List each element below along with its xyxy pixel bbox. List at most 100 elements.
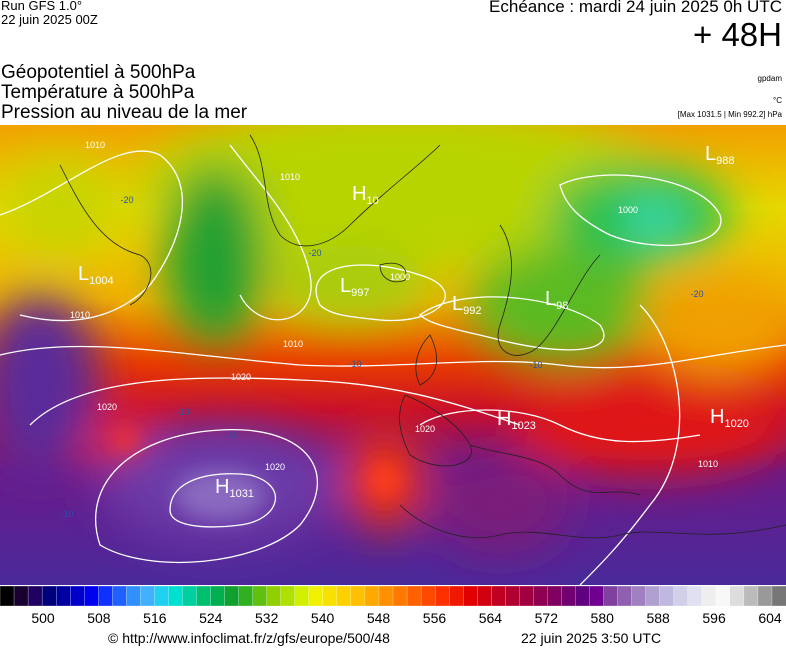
footer-date: 22 juin 2025 3:50 UTC (521, 630, 662, 646)
scale-swatch (631, 586, 647, 607)
scale-swatch (420, 586, 436, 607)
scale-swatch (350, 586, 366, 607)
scale-swatch (463, 586, 478, 607)
color-scale: 500 508 516 524 532 540 548 556 564 572 580 588 596 6… (0, 586, 786, 626)
field-highlights (113, 430, 399, 520)
center-value: 988 (716, 155, 734, 167)
scale-label: 524 (199, 610, 223, 626)
pressure-center: L98 (545, 288, 568, 312)
scale-label: 548 (367, 610, 391, 626)
run-date: 22 juin 2025 00Z (1, 12, 98, 27)
pressure-center: H1020 (710, 406, 749, 430)
contour-label: 1020 (231, 372, 251, 382)
contour-label: 1020 (265, 462, 285, 472)
scale-swatch (196, 586, 211, 607)
contour-label: -10 (529, 360, 542, 370)
scale-swatch (491, 586, 506, 607)
center-letter: L (545, 288, 556, 310)
scale-label: 588 (646, 610, 670, 626)
scale-swatch (210, 586, 226, 607)
contour-label: 1000 (390, 272, 410, 282)
contour-label: -10 (348, 359, 361, 369)
center-letter: H (352, 183, 366, 205)
unit: °C (773, 96, 782, 105)
scale-swatch (98, 586, 113, 607)
pressure-center: H10 (352, 183, 379, 207)
echeance: Echéance : mardi 24 juin 2025 0h UTC (489, 0, 782, 16)
contour-label: 1010 (85, 140, 105, 150)
scale-swatch (701, 586, 717, 607)
scale-swatch (112, 586, 127, 607)
pressure-center: L997 (340, 275, 369, 299)
lead-time: + 48H (693, 16, 782, 53)
center-letter: L (705, 143, 716, 165)
contour-label: 1020 (97, 402, 117, 412)
scale-swatch (729, 586, 745, 607)
scale-swatch (659, 586, 675, 607)
scale-swatch (533, 586, 548, 607)
pressure-center: H1023 (497, 408, 536, 432)
contour-label: -10 (225, 430, 238, 440)
scale-swatch (603, 586, 619, 607)
run: Run GFS 1.0° (1, 0, 83, 13)
scale-label: 564 (479, 610, 503, 626)
center-letter: H (710, 406, 724, 428)
contour-label: 1010 (698, 459, 718, 469)
center-letter: L (452, 293, 463, 315)
scale-swatch (266, 586, 282, 607)
scale-swatch (238, 586, 254, 607)
center-letter: L (340, 275, 351, 297)
scale-swatch (505, 586, 520, 607)
scale-swatch (70, 586, 85, 607)
contour-label: -20 (120, 195, 133, 205)
center-value: 98 (556, 300, 568, 312)
scale-label: 580 (591, 610, 615, 626)
scale-swatch (252, 586, 268, 607)
scale-swatch (477, 586, 492, 607)
field: Pression au niveau de la mer (1, 102, 248, 123)
field: Température à 500hPa (1, 82, 195, 103)
scale-swatch (154, 586, 169, 607)
contour-label: 1000 (618, 205, 638, 215)
scale-swatch (771, 586, 786, 607)
pressure-center: H1031 (215, 476, 254, 500)
scale-swatch (0, 586, 15, 607)
scale-swatch (308, 586, 324, 607)
scale-swatch (406, 586, 422, 607)
scale-label: 516 (143, 610, 167, 626)
center-value: 992 (463, 305, 481, 317)
field: Géopotentiel à 500hPa (1, 62, 196, 83)
pressure-center: L1004 (78, 263, 114, 287)
scale-swatch (378, 586, 394, 607)
scale-swatch (182, 586, 197, 607)
scale-swatch (294, 586, 310, 607)
scale-swatch (13, 586, 29, 607)
contour-label: -20 (308, 248, 321, 258)
unit: gpdam (757, 74, 782, 83)
scale-swatch (55, 586, 71, 607)
pressure-center: L988 (705, 143, 734, 167)
center-letter: L (78, 263, 89, 285)
unit: [Max 1031.5 | Min 992.2] hPa (677, 110, 782, 119)
scale-swatch (673, 586, 689, 607)
scale-swatch (575, 586, 590, 607)
contour-label: -10 (60, 509, 73, 519)
scale-label: 596 (702, 610, 726, 626)
scale-label: 556 (423, 610, 447, 626)
scale-swatch (561, 586, 576, 607)
scale-swatch (140, 586, 155, 607)
scale-swatch (41, 586, 57, 607)
contour-label: 1010 (70, 310, 90, 320)
scale-swatch (715, 586, 731, 607)
scale-swatch (645, 586, 661, 607)
scale-swatch (547, 586, 562, 607)
center-value: 1004 (89, 275, 113, 287)
scale-swatch (743, 586, 759, 607)
contour-label: 1010 (283, 339, 303, 349)
scale-swatch (519, 586, 534, 607)
contour-label: -20 (690, 289, 703, 299)
scale-swatch (27, 586, 43, 607)
scale-swatch (364, 586, 380, 607)
